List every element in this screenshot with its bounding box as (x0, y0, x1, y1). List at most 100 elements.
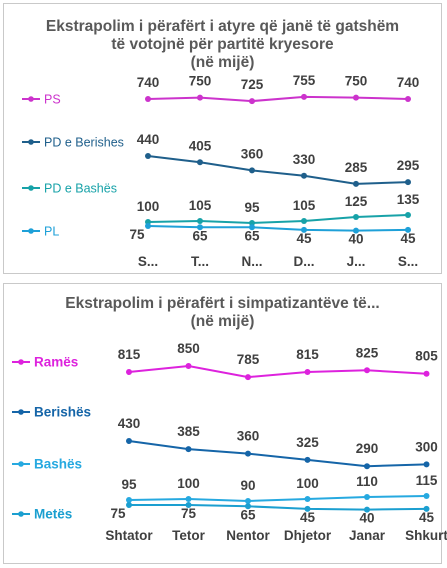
data-point-pl (249, 224, 255, 231)
x-tick-label: T... (191, 254, 209, 269)
data-label-ps: 750 (345, 74, 368, 89)
x-tick-label: S... (138, 254, 158, 269)
data-point-pd-e-bash-s (405, 212, 411, 218)
data-point-bash-s (126, 497, 132, 503)
data-point-ram-s (364, 367, 370, 374)
data-point-ps (197, 94, 203, 101)
data-label-ram-s: 850 (177, 341, 200, 356)
data-point-pl (301, 226, 307, 233)
data-label-ram-s: 815 (118, 347, 141, 362)
data-label-bash-s: 115 (416, 473, 438, 488)
data-point-met-s (423, 505, 430, 512)
data-label-berish-s: 385 (177, 424, 200, 439)
legend-label-met-s: Metës (34, 507, 72, 522)
data-point-bash-s (245, 498, 251, 504)
chart-title: Ekstrapolim i përafërt i simpatizantëve … (4, 295, 441, 331)
data-point-met-s (364, 506, 370, 513)
data-point-ram-s (126, 369, 132, 375)
data-label-berish-s: 290 (356, 441, 379, 456)
legend-label-berish-s: Berishës (34, 405, 91, 420)
data-label-bash-s: 110 (356, 474, 378, 489)
data-label-pd-e-bash-s: 95 (244, 200, 260, 215)
x-tick-label: Shkurt (405, 528, 447, 543)
data-label-pd-e-berishes: 405 (189, 138, 212, 153)
legend-marker-pl (28, 228, 34, 234)
data-label-pd-e-berishes: 440 (137, 132, 160, 147)
data-label-ps: 740 (397, 75, 420, 90)
series-line-bash-s (128, 495, 427, 503)
legend-marker-berish-s (18, 409, 24, 415)
data-point-pd-e-berishes (249, 167, 255, 174)
x-tick-label: Dhjetor (284, 528, 332, 543)
data-point-bash-s (364, 494, 370, 500)
data-point-bash-s (423, 493, 430, 499)
data-point-pl (405, 226, 411, 233)
data-point-berish-s (185, 446, 192, 453)
data-label-pl: 65 (192, 228, 208, 243)
data-label-ram-s: 825 (356, 345, 379, 360)
data-label-ram-s: 785 (237, 352, 260, 367)
data-label-pl: 65 (244, 228, 260, 243)
data-point-pd-e-bash-s (353, 214, 359, 220)
data-point-ps (301, 93, 307, 100)
legend-label-bash-s: Bashës (34, 457, 82, 472)
data-point-met-s (126, 502, 132, 508)
data-point-berish-s (126, 438, 132, 444)
data-label-met-s: 45 (419, 510, 435, 525)
legend-marker-ram-s (18, 359, 24, 365)
chart-title-text: Ekstrapolim i përafërt i simpatizantëve … (65, 295, 380, 312)
series-line-berish-s (128, 440, 427, 468)
data-label-pl: 45 (296, 231, 312, 246)
data-label-pd-e-bash-s: 100 (137, 199, 160, 214)
x-tick-label: N... (241, 254, 262, 269)
data-point-pd-e-bash-s (249, 220, 255, 226)
data-point-pd-e-bash-s (197, 218, 203, 224)
data-point-met-s (245, 503, 251, 510)
data-label-pd-e-bash-s: 125 (345, 194, 368, 209)
data-point-pd-e-berishes (145, 153, 151, 159)
data-point-pd-e-berishes (353, 180, 359, 187)
chart-title: Ekstrapolim i përafërt i atyre që janë t… (4, 18, 441, 72)
series-line-pl (147, 225, 409, 232)
data-label-ram-s: 815 (296, 347, 319, 362)
data-point-pd-e-bash-s (301, 218, 307, 224)
data-point-berish-s (423, 461, 430, 468)
x-tick-label: S... (398, 254, 418, 269)
data-label-bash-s: 100 (177, 476, 200, 491)
data-label-pd-e-bash-s: 135 (397, 192, 420, 207)
data-point-pd-e-berishes (405, 179, 411, 186)
data-label-met-s: 45 (300, 510, 316, 525)
data-label-met-s: 75 (110, 506, 126, 521)
legend-label-ps: PS (44, 93, 61, 107)
data-point-ps (145, 96, 151, 102)
x-tick-label: Janar (349, 528, 386, 543)
data-label-ps: 740 (137, 75, 160, 90)
data-label-ps: 755 (293, 73, 316, 88)
data-point-pd-e-berishes (197, 159, 203, 166)
chart-subtitle: (në mijë) (190, 313, 255, 330)
legend-label-pd-e-bash-s: PD e Bashës (44, 182, 117, 196)
data-point-ps (405, 96, 411, 102)
data-point-ps (353, 94, 359, 101)
data-label-pl: 75 (129, 227, 145, 242)
x-tick-label: Shtator (105, 528, 153, 543)
data-point-pl (353, 227, 359, 234)
data-point-pl (197, 224, 203, 231)
data-label-pd-e-bash-s: 105 (189, 198, 212, 213)
legend-marker-pd-e-bash-s (28, 185, 34, 191)
data-label-berish-s: 430 (118, 416, 141, 431)
data-point-met-s (304, 505, 311, 512)
data-point-berish-s (364, 463, 370, 470)
legend-label-pl: PL (44, 225, 59, 239)
data-label-met-s: 65 (240, 507, 256, 522)
data-label-met-s: 40 (359, 511, 374, 526)
data-label-berish-s: 300 (415, 439, 438, 454)
legend-marker-bash-s (18, 461, 24, 467)
chart-panel-voters: Ekstrapolim i përafërt i atyre që janë t… (3, 3, 442, 274)
x-tick-label: Nentor (226, 528, 270, 543)
data-label-pd-e-berishes: 330 (293, 152, 316, 167)
data-point-ps (249, 98, 255, 105)
data-label-bash-s: 95 (121, 477, 137, 492)
data-point-ram-s (304, 369, 311, 375)
data-point-ram-s (185, 363, 192, 369)
